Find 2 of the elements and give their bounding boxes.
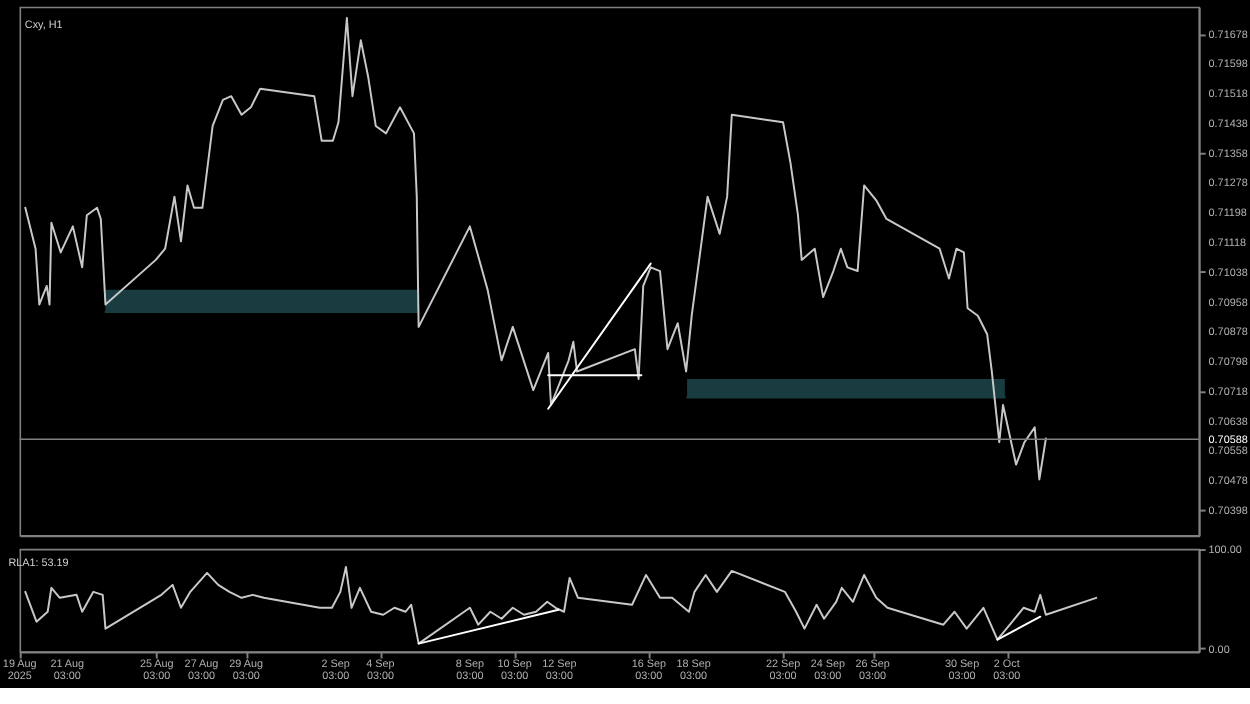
line-series <box>24 17 1047 481</box>
line-series <box>24 565 1098 645</box>
